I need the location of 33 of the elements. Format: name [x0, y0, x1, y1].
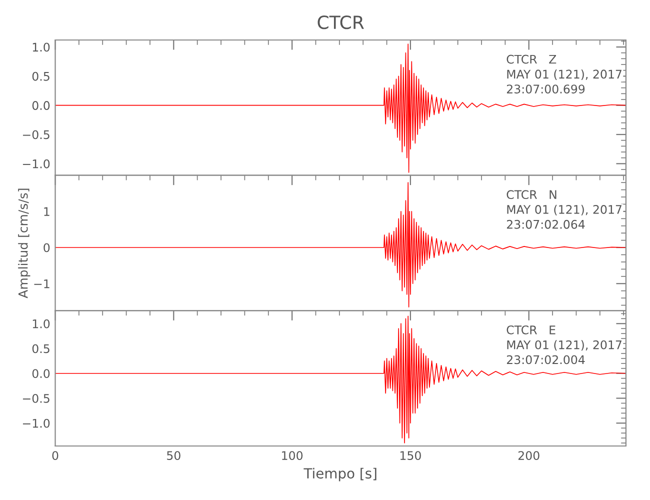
x-tick-label: 200 — [518, 451, 540, 460]
line-series — [55, 182, 626, 308]
y-tick-label: 0.5 — [32, 72, 50, 81]
annotation: 23:07:02.064 — [506, 220, 585, 229]
x-tick-label: 0 — [52, 451, 58, 460]
line-series — [55, 44, 626, 173]
x-tick-label: 100 — [282, 451, 303, 460]
annotation: CTCR N — [506, 190, 556, 200]
annotation: MAY 01 (121), 2017 — [507, 204, 622, 216]
annotation: MAY 01 (121), 2017 — [507, 340, 622, 351]
y-axis-title: Amplitud [cm/s/s] — [18, 188, 30, 298]
y-tick-label: 0.5 — [32, 344, 50, 354]
y-tick-label: 0.0 — [32, 101, 50, 110]
y-tick-label: 0.0 — [32, 369, 50, 378]
y-tick-label: 1.0 — [32, 319, 50, 328]
y-tick-label: −1.0 — [22, 159, 50, 168]
y-tick-label: −1 — [34, 279, 50, 288]
annotation: 23:07:00.699 — [506, 84, 585, 94]
x-axis-title: Tiempo [s] — [304, 468, 376, 482]
y-tick-label: −1.0 — [22, 418, 50, 428]
y-tick-label: −0.5 — [22, 130, 50, 140]
annotation: CTCR Z — [506, 54, 556, 64]
chart-title: CTCR — [318, 15, 364, 30]
line-series — [55, 316, 626, 444]
annotation: 23:07:02.004 — [506, 355, 585, 364]
x-tick-label: 50 — [167, 451, 180, 460]
y-tick-label: 0 — [44, 243, 50, 252]
y-tick-label: 1 — [44, 207, 50, 216]
y-tick-label: −0.5 — [22, 394, 50, 403]
x-tick-label: 150 — [400, 451, 421, 460]
annotation: MAY 01 (121), 2017 — [507, 69, 622, 80]
y-tick-label: 1.0 — [32, 42, 50, 52]
annotation: CTCR E — [506, 325, 556, 334]
